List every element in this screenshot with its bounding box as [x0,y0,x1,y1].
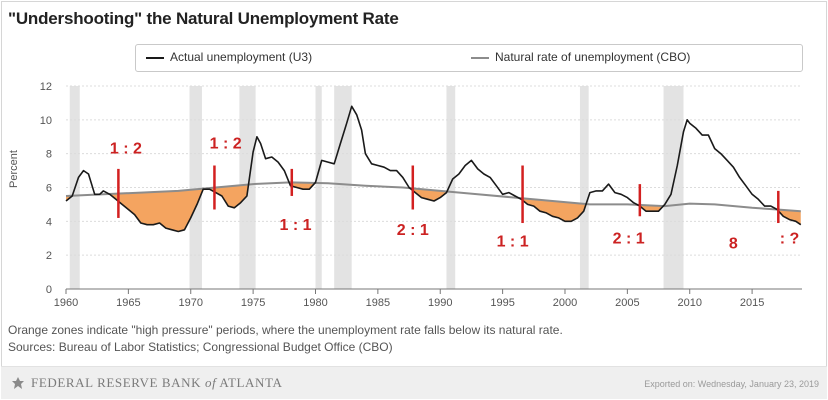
note-sources: Sources: Bureau of Labor Statistics; Con… [8,340,393,354]
x-tick-label: 2000 [553,297,577,309]
recession-band [579,86,589,289]
y-tick-label: 12 [40,81,52,93]
recession-band [663,86,684,289]
x-tick-label: 1985 [366,297,390,309]
series-lines [65,105,802,233]
y-tick-label: 6 [46,183,52,195]
natural-rate-line [65,181,801,213]
eagle-icon [12,377,24,389]
axes: 0 2 4 6 8 10 12 1960 1965 1970 1975 1980 1985 1990 199… [40,81,802,309]
ratio-annotation: 2 : 1 [613,230,645,247]
y-tick-label: 2 [46,250,52,262]
x-tick-label: 1990 [428,297,452,309]
chart-plot: 0 2 4 6 8 10 12 1960 1965 1970 1975 1980 1985 1990 199… [40,81,802,309]
ratio-annotation: 1 : 2 [110,141,142,158]
ratio-annotation: 1 : 2 [210,136,242,153]
ratio-annotation: 8 [729,235,738,252]
ratio-annotation: 1 : 1 [280,217,312,234]
fed-org: FEDERAL RESERVE BANK [31,375,202,390]
notes: Orange zones indicate "high pressure" pe… [8,322,563,356]
red-markers [117,165,780,224]
ratio-annotation: 2 : 1 [397,222,429,239]
note-pressure: Orange zones indicate "high pressure" pe… [8,323,563,337]
y-tick-label: 4 [46,216,52,228]
legend-swatch-natural [471,57,489,59]
fed-city: ATLANTA [219,375,283,390]
fed-of: of [204,375,217,390]
pressure-zone [289,182,315,190]
x-tick-label: 2005 [615,297,639,309]
y-tick-label: 0 [46,284,52,296]
x-tick-label: 1975 [241,297,265,309]
legend-label-actual[interactable]: Actual unemployment (U3) [170,50,313,64]
ratio-annotation: : ? [780,230,800,247]
pressure-zone [109,184,249,232]
ratio-annotations: 1 : 2 1 : 2 1 : 1 2 : 1 1 : 1 2 : 1 8 : ? [110,136,799,253]
pressure-zone [519,198,586,222]
fed-logo-text[interactable]: FEDERAL RESERVE BANK of ATLANTA [31,375,283,391]
ratio-annotation: 1 : 1 [497,234,529,251]
x-tick-label: 1960 [54,297,78,309]
x-tick-label: 1970 [179,297,203,309]
chart-title: "Undershooting" the Natural Unemployment… [8,9,399,28]
x-tick-label: 2015 [740,297,764,309]
x-tick-label: 1995 [490,297,514,309]
x-tick-label: 1980 [303,297,327,309]
x-tick-label: 2010 [677,297,701,309]
actual-unemployment-line [65,105,802,233]
legend-swatch-actual [146,57,164,59]
export-date: Exported on: Wednesday, January 23, 2019 [644,379,819,389]
legend-label-natural[interactable]: Natural rate of unemployment (CBO) [495,50,691,64]
y-tick-label: 8 [46,149,52,161]
gridlines [66,85,802,290]
x-tick-label: 1965 [116,297,140,309]
y-tick-label: 10 [40,115,52,127]
legend: Actual unemployment (U3) Natural rate of… [135,44,803,72]
footer: FEDERAL RESERVE BANK of ATLANTA Exported… [1,366,827,399]
pressure-zones [66,182,801,232]
